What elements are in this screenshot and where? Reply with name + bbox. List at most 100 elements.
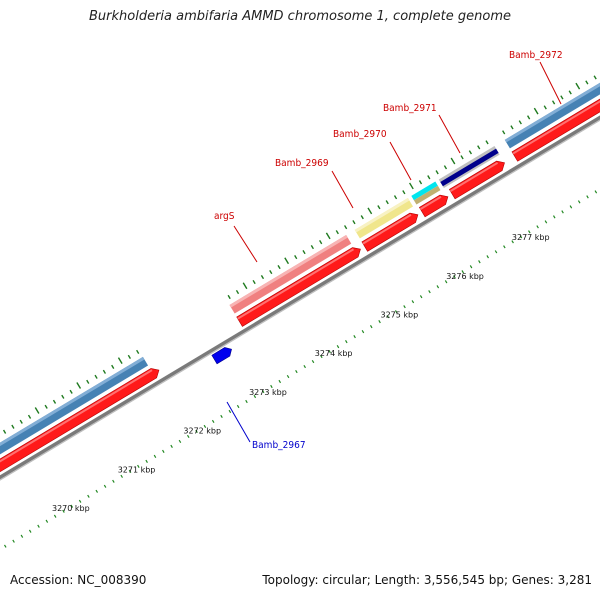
feature-labels: argS Bamb_2969 Bamb_2970 Bamb_2971 Bamb_… [214, 50, 563, 451]
leader-line-argS [233, 225, 258, 263]
ruler-dot [162, 449, 165, 453]
ruler-dash [543, 105, 547, 110]
ruler-dash [585, 80, 589, 85]
ruler-dot [461, 270, 465, 274]
gene-box-left[interactable] [0, 356, 149, 477]
label-bamb-2971[interactable]: Bamb_2971 [383, 103, 437, 114]
ruler-dash [568, 90, 572, 95]
ruler-dot [345, 340, 348, 344]
gene-feature-track [0, 77, 600, 477]
ruler-dash [269, 269, 273, 275]
leader-line-bamb-2972 [539, 61, 562, 105]
ruler-dash [335, 230, 339, 235]
ruler-dash [385, 200, 389, 205]
ruler-dot [519, 235, 523, 239]
ruler-dash [408, 182, 414, 190]
ruler-dash [284, 257, 290, 265]
ruler-dot [436, 285, 440, 289]
ruler-dot [544, 220, 548, 224]
leader-line-bamb-2971 [438, 114, 461, 154]
leader-line-bamb-2969 [331, 170, 354, 209]
ruler-dash [27, 414, 32, 419]
cds-arrow-right[interactable] [511, 88, 600, 162]
cds-arrow-bamb-2971[interactable] [448, 158, 507, 200]
ruler-dot [45, 519, 49, 523]
ruler-dot [320, 354, 323, 359]
ruler-dash [518, 120, 522, 125]
ruler-dot [228, 409, 232, 414]
ruler-dot [286, 374, 290, 379]
ruler-dot [569, 205, 573, 209]
ruler-dot [261, 389, 265, 394]
ruler-dash [460, 155, 464, 160]
ruler-dash [61, 394, 65, 399]
ruler-dash [343, 225, 348, 230]
leader-line-bamb-2970 [389, 141, 412, 181]
ruler-dash [76, 382, 82, 389]
ruler-dot [195, 429, 198, 434]
gene-box-argS[interactable] [229, 235, 352, 314]
cds-arrow-argS[interactable] [236, 244, 364, 327]
map-title: Burkholderia ambifaria AMMD chromosome 1… [88, 9, 512, 24]
ruler-dot [120, 474, 124, 478]
ruler-dot [203, 424, 207, 429]
cds-arrow-bamb-2970[interactable] [418, 192, 450, 218]
ruler-dash [44, 404, 48, 409]
ruler-dot [178, 439, 182, 444]
ruler-dot [428, 290, 431, 294]
ruler-dash [136, 349, 140, 354]
ruler-dash [2, 429, 7, 434]
ruler-dot [561, 210, 564, 214]
ruler-dot [419, 295, 423, 299]
ruler-dot [78, 499, 82, 503]
ruler-dash [117, 357, 123, 364]
gene-box-bamb-2969[interactable] [354, 197, 414, 239]
gene-box-bamb-2972[interactable] [504, 77, 600, 149]
ruler-dot [486, 255, 489, 259]
cds-arrow-bamb-2969[interactable] [361, 210, 421, 252]
ruler-label: 3271 kbp [118, 465, 156, 474]
ruler-dot [353, 335, 356, 339]
ruler-label: 3273 kbp [249, 388, 287, 397]
ruler-labels: 3270 kbp 3271 kbp 3272 kbp 3273 kbp 3274 kbp… [52, 233, 550, 513]
ruler-dot [328, 349, 331, 354]
ruler-dash [367, 207, 373, 215]
ruler-dash [502, 130, 506, 135]
label-bamb-2972[interactable]: Bamb_2972 [509, 50, 563, 61]
ruler-dot [278, 379, 282, 384]
cds-arrow-bamb-2967[interactable] [211, 345, 234, 365]
ruler-dot [453, 275, 456, 279]
label-bamb-2967[interactable]: Bamb_2967 [252, 440, 306, 451]
ruler-dot [253, 394, 257, 399]
ruler-dash [102, 369, 107, 374]
ruler-dot [503, 245, 506, 249]
ruler-dash [11, 424, 15, 429]
ruler-dot [552, 215, 556, 219]
ruler-dot [70, 504, 74, 508]
cds-arrow-left[interactable] [0, 365, 162, 490]
ruler-dot [211, 419, 215, 424]
ruler-dash [19, 419, 23, 424]
ruler-dot [594, 190, 598, 194]
label-argS[interactable]: argS [214, 211, 235, 222]
ruler-dot [270, 384, 273, 389]
ruler-dot [12, 539, 15, 543]
ruler-dashes-outer [2, 75, 597, 434]
ruler-dot [511, 240, 514, 244]
ruler-dot [137, 464, 140, 468]
ruler-dash [310, 245, 314, 250]
ruler-dot [20, 534, 24, 538]
ruler-dash [427, 175, 431, 180]
ruler-dot [128, 469, 132, 473]
ruler-dash [533, 107, 539, 115]
ruler-dot [494, 250, 498, 254]
label-bamb-2970[interactable]: Bamb_2970 [333, 129, 387, 140]
ruler-label: 3272 kbp [183, 427, 221, 436]
ruler-dot [378, 320, 381, 324]
ruler-dash [402, 190, 406, 195]
backbone-axis-shadow [0, 104, 600, 497]
gene-box-bamb-2970[interactable] [411, 181, 438, 201]
ruler-dot [295, 369, 298, 374]
label-bamb-2969[interactable]: Bamb_2969 [275, 158, 329, 169]
